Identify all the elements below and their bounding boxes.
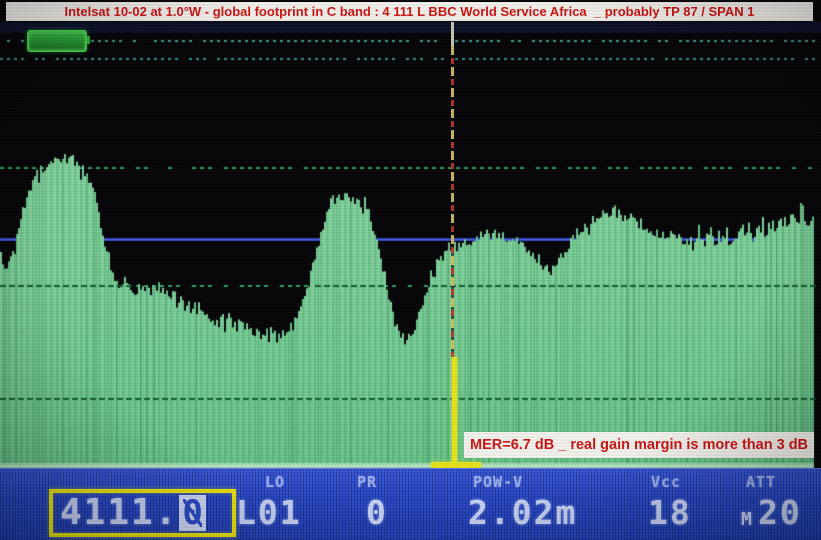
lo-label: LO — [265, 473, 286, 491]
powv-value: 2.02m — [468, 493, 578, 532]
frequency-value: 4111. — [60, 492, 179, 533]
status-bar: LO L01 PR 0 POW-V 2.02m Vcc 18 ATT M 20 — [0, 468, 821, 540]
cursor-marker-line — [452, 357, 457, 463]
title-bar: Intelsat 10-02 at 1.0°W - global footpri… — [6, 2, 813, 21]
mer-text: MER=6.7 dB _ real gain margin is more th… — [470, 437, 809, 453]
battery-terminal — [87, 36, 90, 44]
pr-value: 0 — [366, 493, 388, 532]
powv-label: POW-V — [473, 473, 524, 491]
pr-label: PR — [357, 473, 378, 491]
cursor-dashed-line — [451, 46, 454, 357]
status-bar-texture — [0, 469, 821, 540]
mer-annotation: MER=6.7 dB _ real gain margin is more th… — [464, 432, 815, 458]
frequency-cursor-digit: 0 — [179, 495, 206, 531]
vcc-value: 18 — [648, 493, 692, 532]
frequency-readout-box: 4111. 0 — [49, 489, 236, 537]
lo-value: L01 — [236, 493, 302, 532]
title-text: Intelsat 10-02 at 1.0°W - global footpri… — [64, 4, 755, 19]
att-label: ATT — [746, 473, 777, 491]
cursor-line-top — [451, 22, 454, 46]
cursor-base-marker — [431, 462, 481, 468]
att-value-prefix: M — [741, 509, 752, 530]
vcc-label: Vcc — [651, 473, 682, 491]
att-value: 20 — [758, 493, 802, 532]
battery-icon — [27, 30, 90, 52]
